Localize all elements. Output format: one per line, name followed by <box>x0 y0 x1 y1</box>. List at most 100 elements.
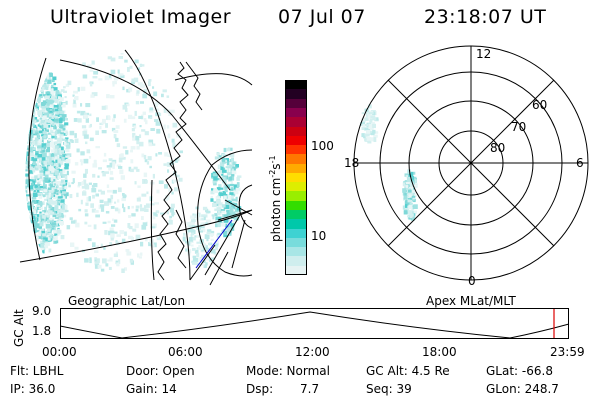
emission-pixel <box>54 213 59 216</box>
emission-pixel <box>41 152 47 158</box>
mlt-label-0: 0 <box>468 274 476 288</box>
emission-pixel <box>207 229 211 233</box>
emission-pixel <box>206 247 210 251</box>
emission-pixel <box>50 177 54 181</box>
emission-pixel <box>136 197 141 202</box>
emission-pixel <box>172 142 176 148</box>
emission-pixel <box>103 152 107 157</box>
emission-pixel <box>213 243 219 247</box>
emission-pixel <box>91 188 97 193</box>
emission-pixel <box>100 268 105 272</box>
emission-pixel <box>37 153 42 158</box>
emission-pixel <box>360 122 365 126</box>
emission-pixel <box>215 245 218 251</box>
emission-pixel <box>154 101 160 105</box>
emission-pixel <box>412 210 417 214</box>
emission-pixel <box>40 95 43 99</box>
emission-pixel <box>371 117 377 121</box>
emission-pixel <box>177 156 180 162</box>
emission-pixel <box>23 155 25 158</box>
emission-pixel <box>80 86 86 91</box>
emission-pixel <box>171 138 175 143</box>
emission-pixel <box>62 214 67 218</box>
emission-pixel <box>25 139 27 143</box>
glat-info: GLat: -66.8 <box>486 364 553 378</box>
emission-pixel <box>106 94 110 99</box>
emission-pixel <box>412 184 418 187</box>
emission-pixel <box>45 242 51 246</box>
emission-pixel <box>53 82 57 86</box>
emission-pixel <box>110 57 116 62</box>
emission-pixel <box>203 243 206 247</box>
emission-pixel <box>137 82 143 86</box>
emission-pixel <box>196 241 201 244</box>
emission-pixel <box>95 130 99 135</box>
emission-pixel <box>38 94 43 98</box>
emission-pixel <box>122 86 125 91</box>
emission-pixel <box>80 199 83 205</box>
emission-pixel <box>63 90 67 93</box>
emission-pixel <box>42 215 46 219</box>
emission-pixel <box>230 211 236 216</box>
emission-pixel <box>191 230 196 234</box>
emission-pixel <box>141 224 147 230</box>
emission-pixel <box>198 244 203 250</box>
emission-pixel <box>411 176 417 180</box>
emission-pixel <box>51 235 54 241</box>
emission-pixel <box>222 154 228 157</box>
emission-pixel <box>171 212 174 217</box>
emission-pixel <box>139 204 143 208</box>
emission-pixel <box>110 237 114 241</box>
emission-pixel <box>57 96 61 100</box>
emission-pixel <box>44 112 49 118</box>
emission-pixel <box>407 169 411 174</box>
emission-pixel <box>148 81 151 87</box>
emission-pixel <box>31 177 37 183</box>
emission-pixel <box>61 168 66 174</box>
glon-info: GLon: 248.7 <box>486 382 559 396</box>
emission-pixel <box>82 74 88 79</box>
emission-pixel <box>39 114 42 118</box>
emission-pixel <box>132 123 136 127</box>
emission-pixel <box>37 183 41 187</box>
emission-pixel <box>28 117 32 122</box>
emission-pixel <box>42 248 45 254</box>
emission-pixel <box>146 161 150 165</box>
colorbar-band <box>285 237 307 248</box>
emission-pixel <box>58 121 62 126</box>
emission-pixel <box>132 132 136 138</box>
emission-pixel <box>230 175 235 181</box>
emission-pixel <box>42 233 46 237</box>
emission-pixel <box>128 114 133 119</box>
emission-pixel <box>119 169 124 175</box>
emission-pixel <box>115 251 118 256</box>
emission-pixel <box>45 142 51 147</box>
emission-pixel <box>27 126 30 131</box>
emission-pixel <box>51 192 55 195</box>
emission-pixel <box>35 126 38 129</box>
emission-pixel <box>361 133 365 138</box>
emission-pixel <box>64 166 69 170</box>
emission-pixel <box>53 148 58 154</box>
emission-pixel <box>33 227 37 231</box>
emission-pixel <box>47 140 52 143</box>
emission-pixel <box>89 123 92 127</box>
emission-pixel <box>38 217 42 222</box>
emission-pixel <box>46 230 50 235</box>
ip-info: IP: 36.0 <box>10 382 56 396</box>
emission-pixel <box>51 88 54 93</box>
emission-pixel <box>39 187 45 191</box>
emission-pixel <box>27 201 32 205</box>
emission-pixel <box>100 204 105 208</box>
emission-pixel <box>61 157 65 162</box>
emission-pixel <box>153 242 157 248</box>
emission-pixel <box>79 159 83 162</box>
emission-pixel <box>107 189 112 193</box>
emission-pixel <box>412 189 416 193</box>
emission-pixel <box>141 216 144 220</box>
emission-pixel <box>128 235 133 240</box>
emission-pixel <box>27 205 32 211</box>
emission-pixel <box>411 176 415 180</box>
emission-pixel <box>185 248 188 252</box>
emission-pixel <box>25 169 28 172</box>
